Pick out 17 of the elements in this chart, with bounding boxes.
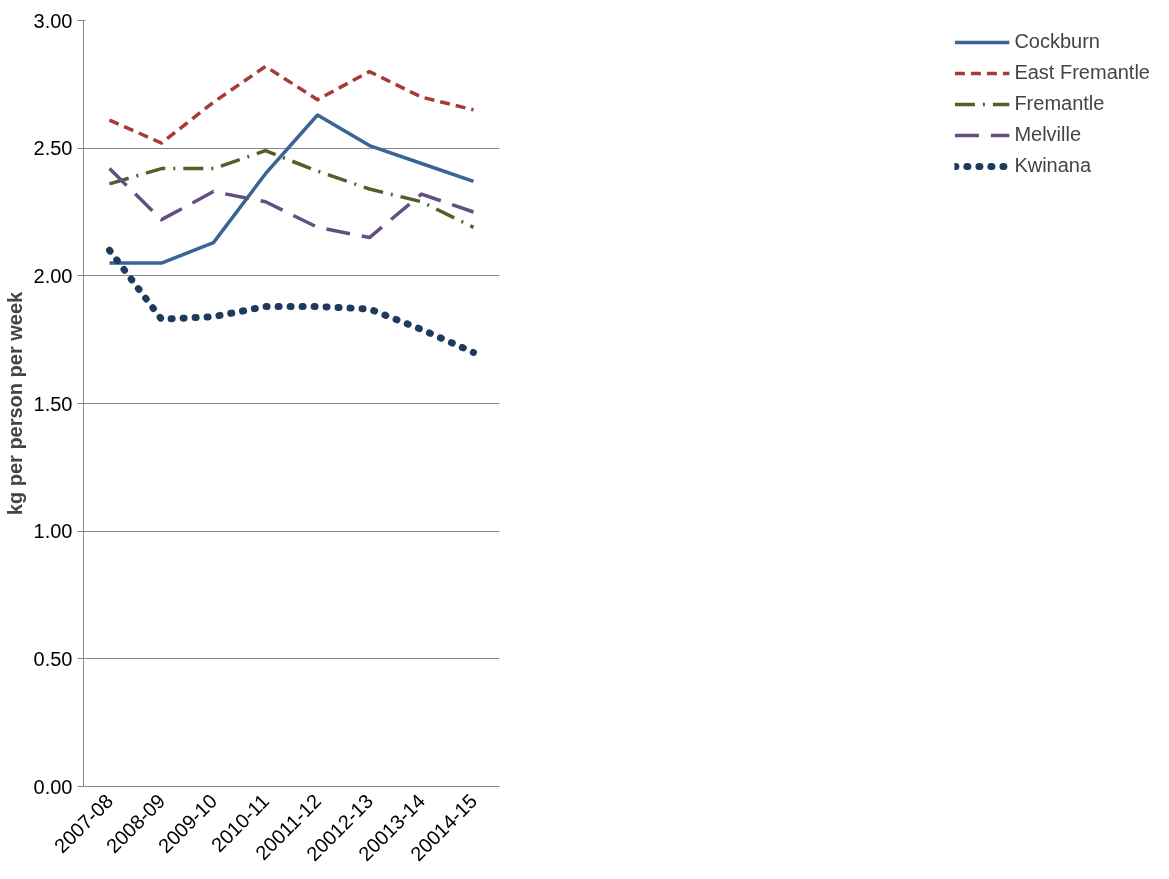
y-axis-title: kg per person per week xyxy=(3,290,26,516)
line-series xyxy=(107,148,476,230)
y-tick-label: 0.50 xyxy=(33,647,73,670)
y-tick-label: 1.50 xyxy=(33,392,73,415)
line-series xyxy=(107,64,476,145)
legend-label: East Fremantle xyxy=(1014,61,1150,84)
y-tick-label: 2.00 xyxy=(33,264,73,287)
legend-label: Kwinana xyxy=(1014,154,1092,177)
legend-label: Melville xyxy=(1014,123,1082,146)
y-tick-label: 2.50 xyxy=(33,137,73,160)
line-series xyxy=(107,166,476,240)
y-tick-label: 0.00 xyxy=(33,775,73,798)
line-series xyxy=(107,113,476,265)
legend-label: Cockburn xyxy=(1014,30,1100,53)
y-tick-label: 3.00 xyxy=(33,9,73,32)
legend-label: Fremantle xyxy=(1014,92,1105,115)
y-tick-label: 1.00 xyxy=(33,520,73,543)
